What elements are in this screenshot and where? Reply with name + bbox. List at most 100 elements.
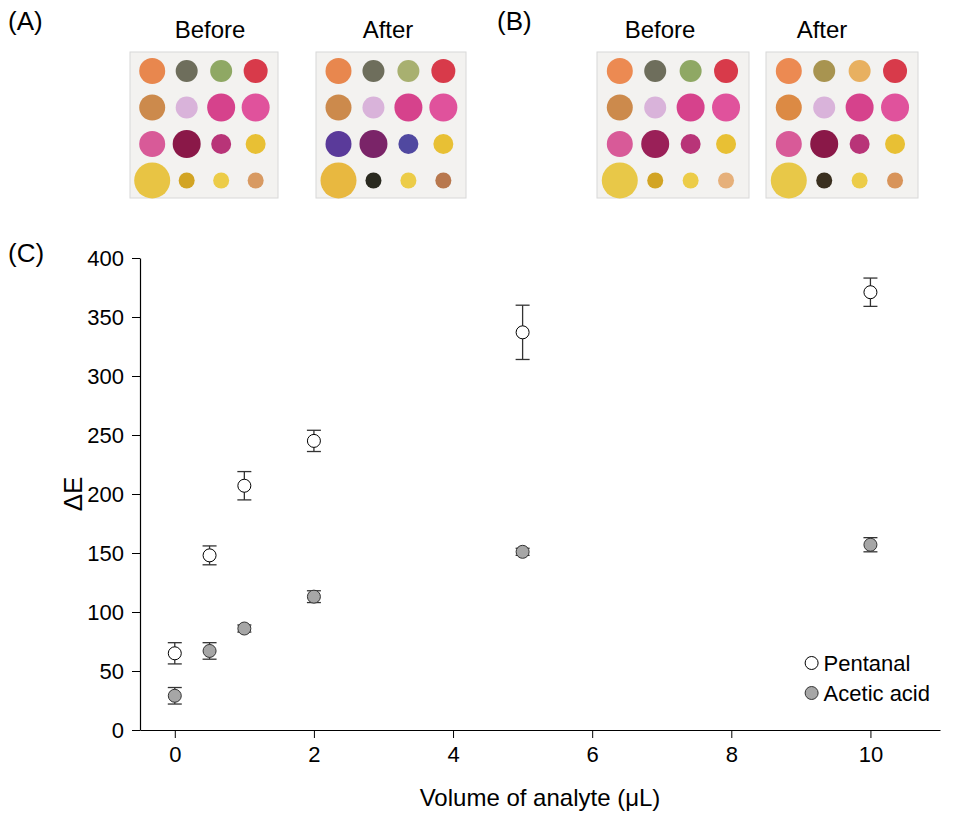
sensor-spot (813, 96, 835, 118)
sensor-spot (607, 131, 633, 157)
data-point (168, 689, 181, 702)
sensor-spot (849, 60, 871, 82)
x-tick: 8 (726, 730, 738, 767)
error-bar-cap (516, 359, 530, 360)
card-background (766, 52, 918, 198)
sensor-spot (647, 172, 663, 188)
series (168, 538, 878, 704)
error-bar-cap (168, 703, 182, 704)
error-bar-cap (237, 499, 251, 500)
sensor-spot (885, 134, 905, 154)
error-bar (516, 305, 530, 359)
sensor-spot (776, 94, 802, 120)
x-tick-label: 4 (447, 742, 459, 767)
sensor-spot (244, 59, 268, 83)
sensor-spot (816, 172, 832, 188)
sensor-spot (846, 93, 874, 121)
sensor-spot (213, 172, 229, 188)
x-tick-label: 8 (726, 742, 738, 767)
x-tick-label: 0 (169, 742, 181, 767)
panel-text: After (797, 16, 848, 43)
data-point (307, 590, 320, 603)
sensor-spot (644, 96, 666, 118)
legend-entry: Acetic acid (805, 681, 930, 706)
sensor-spot (359, 130, 387, 158)
sensor-spot (210, 60, 232, 82)
y-tick-mark (132, 612, 140, 613)
y-tick-mark (132, 730, 140, 731)
error-bar-cap (516, 305, 530, 306)
sensor-spot (602, 162, 638, 198)
sensor-spot (326, 94, 352, 120)
panel-text: Before (175, 16, 246, 43)
error-bar-cap (203, 545, 217, 546)
y-tick-mark (132, 258, 140, 259)
sensor-spot (365, 172, 381, 188)
y-tick-label: 200 (87, 482, 124, 507)
panel-text: Before (625, 16, 696, 43)
y-tick-label: 250 (87, 423, 124, 448)
sensor-array-card (766, 52, 918, 198)
sensor-spot (394, 93, 422, 121)
sensor-array-card (597, 52, 749, 198)
sensor-spot (607, 94, 633, 120)
x-tick-mark (314, 730, 315, 738)
sensor-spot (716, 134, 736, 154)
panel-text: (A) (8, 6, 43, 36)
y-axis: 050100150200250300350400 (87, 246, 140, 743)
error-bar-cap (863, 306, 877, 307)
sensor-spot (712, 93, 740, 121)
sensor-spot (813, 60, 835, 82)
error-bar-cap (203, 642, 217, 643)
x-tick-mark (175, 730, 176, 738)
y-tick-mark (132, 671, 140, 672)
error-bar-cap (237, 471, 251, 472)
sensor-spot (400, 172, 416, 188)
sensor-spot (771, 162, 807, 198)
sensor-spot (429, 93, 457, 121)
x-tick: 0 (169, 730, 181, 767)
y-tick-label: 300 (87, 364, 124, 389)
y-tick-mark (132, 435, 140, 436)
error-bar-cap (168, 663, 182, 664)
x-tick-mark (731, 730, 732, 738)
plot-area (168, 278, 878, 704)
sensor-spot (362, 96, 384, 118)
sensor-spot (810, 130, 838, 158)
y-tick-label: 0 (112, 718, 124, 743)
data-point (168, 647, 181, 660)
error-bar (203, 546, 217, 565)
y-tick-label: 150 (87, 541, 124, 566)
y-axis-title: ΔE (58, 477, 88, 512)
x-axis: 0246810 (141, 730, 941, 767)
sensor-spot (211, 134, 231, 154)
sensor-spot (207, 93, 235, 121)
legend-marker (805, 687, 818, 700)
sensor-spot (887, 172, 903, 188)
x-tick: 6 (587, 730, 599, 767)
figure: (A)BeforeAfter(B)BeforeAfter(C)024681005… (0, 0, 961, 820)
sensor-spot (176, 96, 198, 118)
sensor-spot (398, 134, 418, 154)
legend-marker (805, 657, 818, 670)
error-bar (203, 643, 217, 660)
y-tick-mark (132, 317, 140, 318)
data-point (238, 479, 251, 492)
data-point (307, 434, 320, 447)
x-axis-title: Volume of analyte (μL) (420, 784, 661, 811)
error-bar-cap (307, 451, 321, 452)
x-tick-mark (453, 730, 454, 738)
error-bar (863, 538, 877, 552)
sensor-spot (681, 134, 701, 154)
sensor-spot (433, 134, 453, 154)
x-tick: 2 (308, 730, 320, 767)
y-tick: 150 (87, 541, 140, 566)
sensor-spot (326, 131, 352, 157)
sensor-spot (248, 172, 264, 188)
data-point (516, 326, 529, 339)
y-tick: 100 (87, 600, 140, 625)
data-point (203, 644, 216, 657)
panel-text: (C) (8, 238, 44, 268)
error-bar (237, 472, 251, 500)
data-point (516, 545, 529, 558)
